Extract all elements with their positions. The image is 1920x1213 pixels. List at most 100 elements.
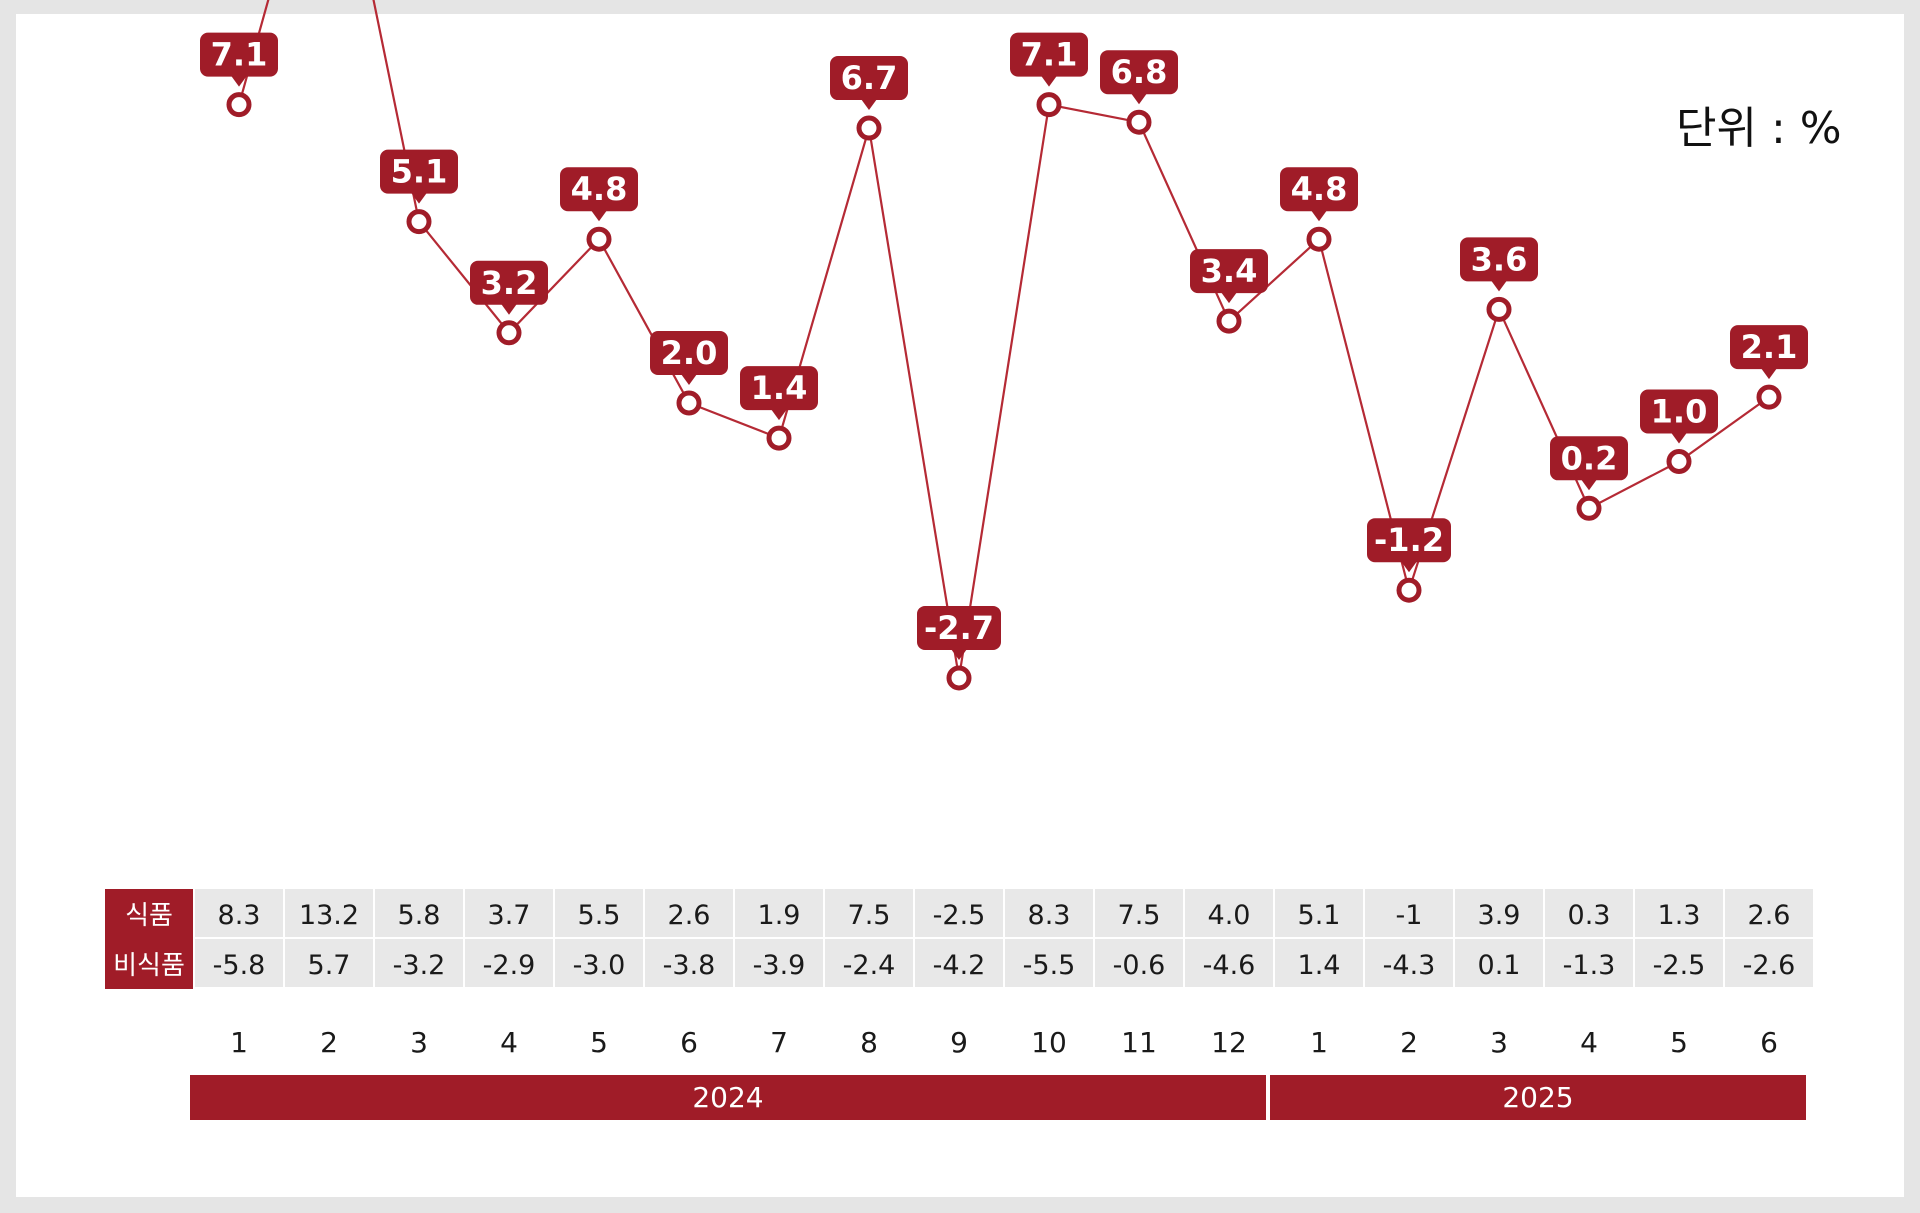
data-label-box — [1190, 249, 1268, 294]
data-label-pointer — [861, 99, 877, 111]
data-point — [1576, 495, 1602, 521]
data-label-pointer — [1491, 280, 1507, 292]
table-cell-value: 1.4 — [1298, 950, 1341, 981]
data-label-pointer — [1221, 292, 1237, 304]
table-cell — [915, 939, 1003, 987]
data-label-text: 7.1 — [1021, 36, 1078, 74]
data-label-text: 4.8 — [1291, 170, 1348, 208]
data-label: -2.7 — [917, 605, 1001, 660]
data-label-text: -1.2 — [1374, 521, 1444, 559]
data-point — [1666, 449, 1692, 474]
data-label-box — [200, 32, 278, 77]
table-cell-value: -3.8 — [663, 950, 716, 981]
table-cell — [1185, 939, 1273, 987]
data-label: 1.0 — [1640, 389, 1718, 444]
data-label-box — [1730, 325, 1808, 370]
data-label-pointer — [1041, 75, 1057, 87]
table-cell — [1635, 889, 1723, 937]
data-label-pointer — [1581, 479, 1597, 491]
x-tick-label: 4 — [500, 1026, 518, 1059]
table-cell — [1725, 939, 1813, 987]
table-cell — [1005, 939, 1093, 987]
table-cell-value: 3.7 — [488, 900, 531, 931]
data-label: 4.8 — [560, 167, 638, 222]
table-cell-value: 7.5 — [848, 900, 891, 931]
table-cell-value: -1.3 — [1563, 950, 1616, 981]
table-cell — [915, 889, 1003, 937]
data-label-box — [560, 167, 638, 212]
year-label: 2024 — [692, 1081, 763, 1114]
data-label-text: 7.1 — [211, 36, 268, 74]
x-tick-label: 3 — [410, 1026, 428, 1059]
table-cell-value: 5.8 — [398, 900, 441, 931]
table-cell — [735, 939, 823, 987]
data-label: 7.1 — [1010, 32, 1088, 87]
table-cell — [825, 939, 913, 987]
data-point — [766, 425, 792, 451]
data-label-pointer — [1311, 210, 1327, 222]
table-cell — [555, 889, 643, 937]
table-cell-value: 8.3 — [1028, 900, 1071, 931]
table-cell-value: 4.0 — [1208, 900, 1251, 931]
x-tick-label: 9 — [950, 1026, 968, 1059]
data-label-text: 6.7 — [841, 59, 898, 97]
x-tick-label: 6 — [680, 1026, 698, 1059]
table-cell-value: -2.6 — [1743, 950, 1796, 981]
data-label-box — [1280, 167, 1358, 212]
table-cell — [1545, 939, 1633, 987]
data-label: 3.4 — [1190, 249, 1268, 304]
table-cell — [645, 939, 733, 987]
table-cell — [1005, 889, 1093, 937]
table-cell — [375, 939, 463, 987]
table-cell-value: -3.2 — [393, 950, 446, 981]
table-cell-value: 2.6 — [1748, 900, 1791, 931]
data-point — [226, 92, 252, 118]
table-cell — [1455, 939, 1543, 987]
table-cell — [465, 939, 553, 987]
table-cell — [465, 889, 553, 937]
data-point — [1756, 384, 1782, 410]
data-label-box — [1640, 389, 1718, 434]
table-cell — [1455, 889, 1543, 937]
data-label-pointer — [411, 192, 427, 204]
data-label: 7.1 — [200, 32, 278, 87]
table-cell — [1635, 939, 1723, 987]
x-tick-label: 12 — [1211, 1026, 1247, 1059]
x-tick-label: 6 — [1760, 1026, 1778, 1059]
table-cell — [1185, 889, 1273, 937]
table-cell-value: 7.5 — [1118, 900, 1161, 931]
data-label-pointer — [1761, 368, 1777, 380]
data-label-text: 6.8 — [1111, 53, 1168, 91]
data-label: 4.8 — [1280, 167, 1358, 222]
data-point — [676, 390, 702, 416]
table-cell — [1275, 939, 1363, 987]
table-cell-value: 8.3 — [218, 900, 261, 931]
data-label-text: 4.8 — [571, 170, 628, 208]
data-point — [1216, 308, 1242, 334]
table-cell-value: 0.3 — [1568, 900, 1611, 931]
x-tick-label: 1 — [230, 1026, 248, 1059]
table-cell — [285, 889, 373, 937]
table-cell-value: 0.1 — [1478, 950, 1521, 981]
x-tick-label: 11 — [1121, 1026, 1157, 1059]
table-cell-value: 5.5 — [578, 900, 621, 931]
table-cell-value: -3.0 — [573, 950, 626, 981]
data-label: 3.2 — [470, 260, 548, 315]
table-cell-value: -2.9 — [483, 950, 536, 981]
unit-label: 단위 : % — [1676, 103, 1842, 154]
data-label-text: -2.7 — [924, 609, 994, 647]
table-cell — [195, 889, 283, 937]
data-label-text: 0.2 — [1561, 439, 1618, 477]
data-label-pointer — [591, 210, 607, 222]
data-label: 0.2 — [1550, 436, 1628, 491]
data-point — [1486, 296, 1512, 322]
table-cell-value: -3.9 — [753, 950, 806, 981]
data-point — [496, 320, 522, 346]
table-cell-value: -5.8 — [213, 950, 266, 981]
table-cell — [375, 889, 463, 937]
table-cell-value: -0.6 — [1113, 950, 1166, 981]
data-label-text: 1.0 — [1651, 393, 1708, 431]
data-label-pointer — [1401, 561, 1417, 573]
table-row-header — [105, 889, 193, 939]
